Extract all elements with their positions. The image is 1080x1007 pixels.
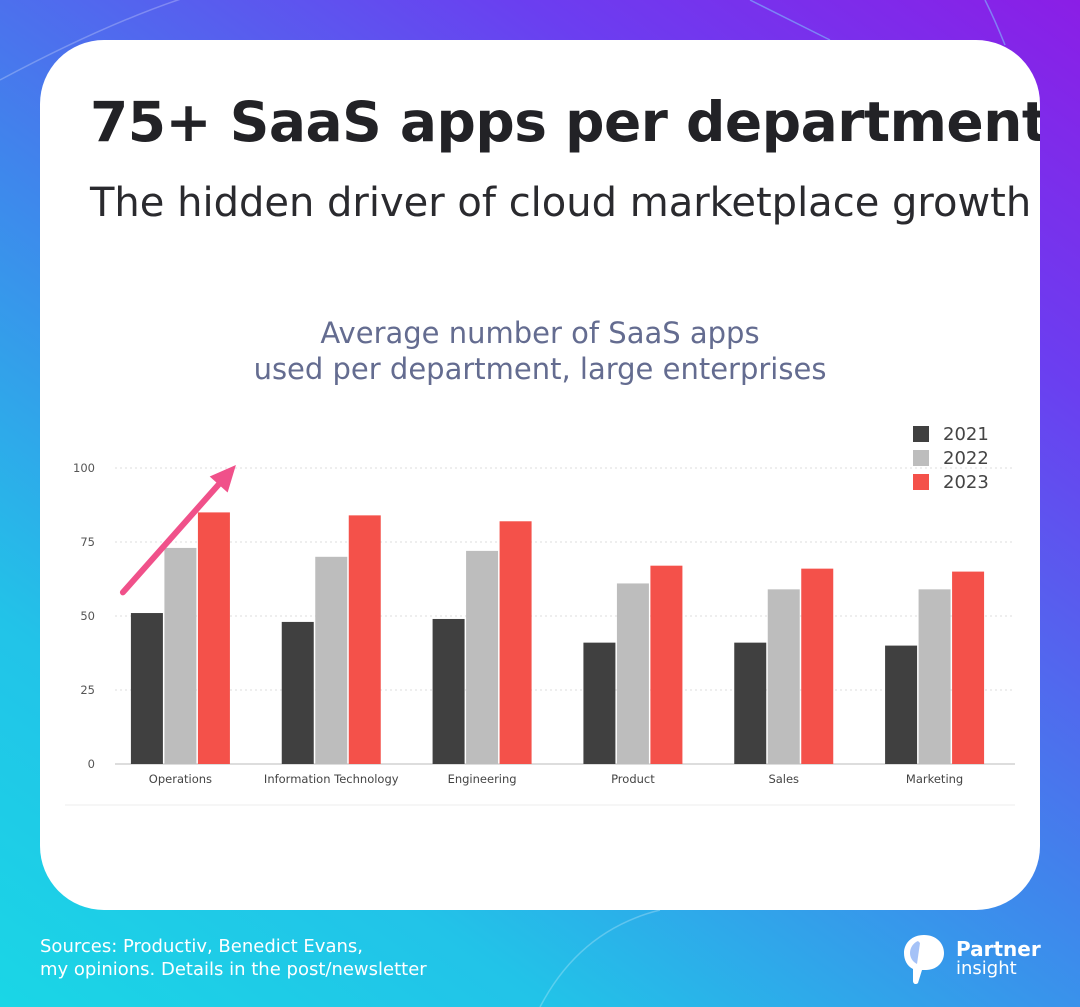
sources-note: Sources: Productiv, Benedict Evans, my o… <box>40 935 427 981</box>
y-tick-label: 100 <box>73 461 95 475</box>
legend-swatch-2022 <box>913 450 929 466</box>
bar-2022-information-technology <box>315 556 348 764</box>
sources-line-2: my opinions. Details in the post/newslet… <box>40 959 427 980</box>
x-tick-label: Sales <box>768 772 799 786</box>
bar-2023-engineering <box>499 521 532 764</box>
partner-insight-logo-icon <box>904 935 944 985</box>
bar-2022-sales <box>767 589 800 764</box>
logo-word-insight: insight <box>956 958 1017 979</box>
legend-label-2022: 2022 <box>943 448 989 469</box>
bar-2022-marketing <box>918 589 951 764</box>
chart-title-line-2: used per department, large enterprises <box>253 352 827 386</box>
partner-insight-logo: Partner insight <box>902 933 1052 989</box>
x-tick-label: Information Technology <box>264 772 399 786</box>
bar-2021-information-technology <box>281 621 314 764</box>
bar-2022-product <box>616 583 649 764</box>
legend-swatch-2021 <box>913 426 929 442</box>
bar-2021-sales <box>734 642 767 764</box>
growth-arrow-shaft <box>119 481 222 596</box>
legend-label-2023: 2023 <box>943 472 989 493</box>
bar-2023-operations <box>197 512 230 764</box>
x-tick-label: Engineering <box>448 772 517 786</box>
y-tick-label: 75 <box>80 535 95 549</box>
bar-2022-operations <box>164 547 197 764</box>
x-tick-label: Marketing <box>906 772 963 786</box>
x-tick-label: Operations <box>149 772 212 786</box>
bar-2023-marketing <box>952 571 985 764</box>
y-tick-label: 50 <box>80 609 95 623</box>
logo-word-partner: Partner <box>956 937 1041 961</box>
content-card: 75+ SaaS apps per department: The hidden… <box>40 40 1040 910</box>
legend-label-2021: 2021 <box>943 424 989 445</box>
bar-2023-product <box>650 565 683 764</box>
sources-line-1: Sources: Productiv, Benedict Evans, <box>40 936 363 957</box>
bar-2023-information-technology <box>348 515 381 764</box>
y-tick-label: 25 <box>80 683 95 697</box>
page-subtitle: The hidden driver of cloud marketplace g… <box>90 180 1032 226</box>
x-tick-label: Product <box>611 772 655 786</box>
bar-2023-sales <box>801 568 834 764</box>
bar-2021-product <box>583 642 616 764</box>
bar-2022-engineering <box>466 550 499 764</box>
page-title: 75+ SaaS apps per department: <box>90 90 1040 154</box>
bar-2021-engineering <box>432 618 465 764</box>
y-tick-label: 0 <box>88 757 95 771</box>
bar-2021-operations <box>130 613 163 764</box>
bar-2021-marketing <box>885 645 918 764</box>
chart-title-line-1: Average number of SaaS apps <box>320 316 760 350</box>
bar-chart: 0 25 50 75 100 Operations Information Technolo… <box>65 424 1015 806</box>
legend-swatch-2023 <box>913 474 929 490</box>
growth-arrow-head <box>209 465 236 493</box>
